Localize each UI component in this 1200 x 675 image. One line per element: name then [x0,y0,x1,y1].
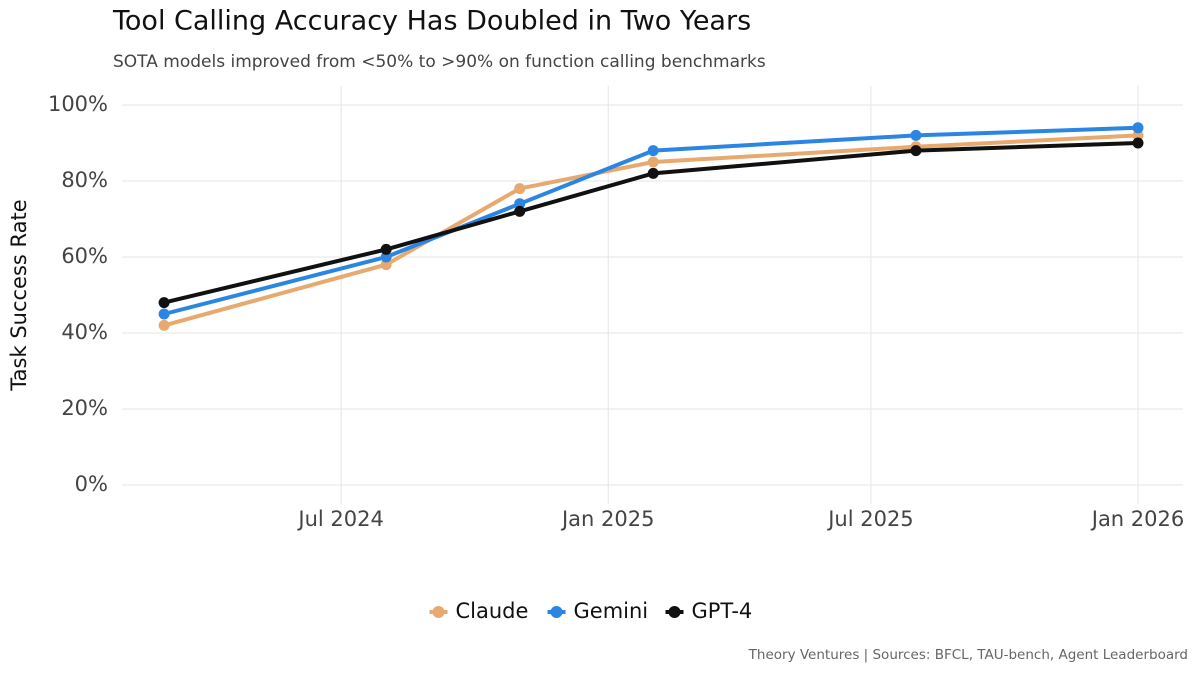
x-tick-label: Jul 2025 [826,507,913,531]
x-tick-label: Jul 2024 [296,507,383,531]
data-point [380,259,392,271]
legend-swatch [432,606,445,618]
y-axis-label: Task Success Rate [7,199,31,391]
data-point [158,297,170,309]
legend-label: GPT-4 [692,599,753,623]
data-point [514,205,526,217]
legend-item: Claude [429,599,529,623]
data-point [158,319,170,331]
legend-item: GPT-4 [665,599,753,623]
data-point [380,243,392,255]
data-point [647,156,659,168]
y-tick-label: 40% [61,320,108,344]
caption: Theory Ventures | Sources: BFCL, TAU-ben… [748,647,1188,663]
data-point [380,251,392,263]
legend-item: Gemini [547,599,649,623]
data-point [1132,137,1144,149]
y-tick-label: 100% [48,92,108,116]
y-tick-label: 80% [61,168,108,192]
x-tick-label: Jan 2025 [560,507,655,531]
legend-label: Claude [456,599,529,623]
legend-label: Gemini [574,599,649,623]
y-tick-label: 20% [61,396,108,420]
plot [158,122,1144,331]
legend: Claude Gemini GPT-4 [429,599,753,623]
y-tick-label: 60% [61,244,108,268]
grid: 0% 20% 40% 60% 80% 100% Jul 2024 Jan 2025 Jul 20… [48,86,1184,531]
data-point [514,183,526,195]
data-point [1132,129,1144,141]
data-point [647,167,659,179]
data-point [910,129,922,141]
legend-swatch [550,606,563,618]
data-point [1132,122,1144,134]
chart-subtitle: SOTA models improved from <50% to >90% o… [113,52,766,72]
data-point [647,145,659,157]
data-point [910,145,922,157]
legend-swatch [668,606,681,618]
series-line [163,141,1139,305]
y-tick-label: 0% [75,472,108,496]
data-point [514,198,526,210]
series-line [163,125,1139,316]
chart-title: Tool Calling Accuracy Has Doubled in Two… [112,6,751,37]
x-tick-label: Jan 2026 [1090,507,1185,531]
data-point [158,308,170,320]
